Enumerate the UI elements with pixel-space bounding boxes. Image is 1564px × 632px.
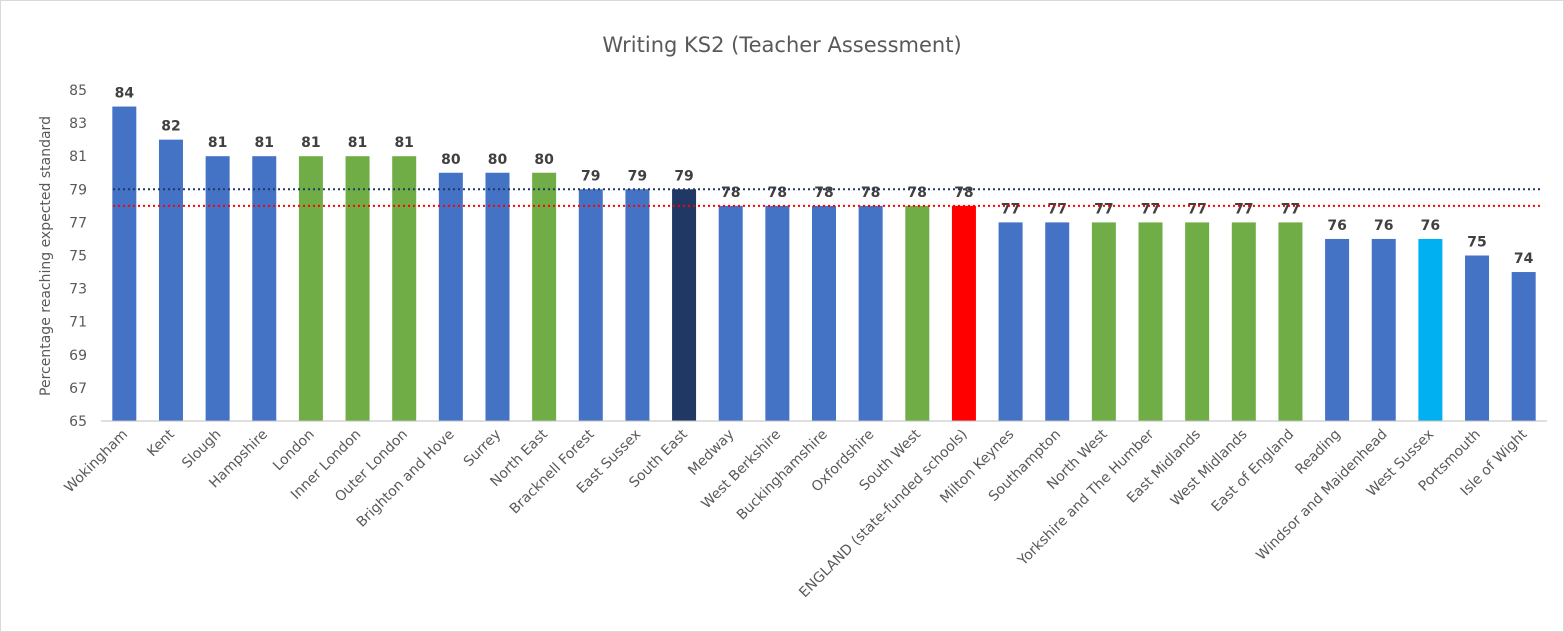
- bar: [532, 172, 557, 421]
- bar: [1231, 222, 1256, 421]
- bar: [672, 189, 697, 421]
- value-label: 80: [441, 152, 461, 168]
- bar: [578, 189, 603, 421]
- value-label: 81: [394, 135, 413, 151]
- value-label: 77: [1234, 201, 1253, 217]
- value-label: 78: [861, 185, 880, 201]
- bar: [112, 106, 137, 422]
- y-tick-label: 77: [69, 215, 87, 231]
- value-label: 78: [721, 185, 740, 201]
- value-label: 81: [255, 135, 274, 151]
- value-label: 77: [1001, 201, 1020, 217]
- value-label: 84: [115, 86, 135, 102]
- bar: [392, 156, 417, 421]
- y-tick-label: 75: [69, 249, 87, 265]
- y-tick-label: 69: [69, 348, 87, 364]
- bar: [1371, 238, 1396, 421]
- bar: [858, 205, 883, 421]
- bar: [1045, 222, 1070, 421]
- value-label: 82: [161, 119, 180, 135]
- value-label: 76: [1327, 218, 1346, 234]
- value-label: 80: [534, 152, 554, 168]
- bar: [905, 205, 930, 421]
- value-label: 79: [628, 168, 647, 184]
- value-label: 77: [1187, 201, 1206, 217]
- bar: [485, 172, 510, 421]
- value-label: 77: [1281, 201, 1300, 217]
- value-label: 81: [301, 135, 320, 151]
- value-label: 76: [1374, 218, 1393, 234]
- y-axis-label: Percentage reaching expected standard: [38, 116, 54, 396]
- value-label: 79: [581, 168, 600, 184]
- bar: [951, 205, 976, 421]
- value-label: 80: [488, 152, 508, 168]
- value-label: 78: [908, 185, 927, 201]
- value-label: 74: [1514, 251, 1534, 267]
- y-tick-label: 81: [69, 149, 87, 165]
- bar: [298, 156, 323, 421]
- value-label: 77: [1047, 201, 1066, 217]
- value-label: 77: [1141, 201, 1160, 217]
- y-tick-label: 85: [69, 83, 87, 99]
- value-label: 75: [1467, 235, 1486, 251]
- y-tick-label: 79: [69, 182, 87, 198]
- bar: [1418, 238, 1443, 421]
- value-label: 78: [954, 185, 973, 201]
- bar: [252, 156, 277, 421]
- value-label: 79: [674, 168, 693, 184]
- bar: [625, 189, 650, 421]
- bar: [765, 205, 790, 421]
- value-label: 76: [1421, 218, 1440, 234]
- y-tick-label: 67: [69, 381, 87, 397]
- bar: [1278, 222, 1303, 421]
- y-tick-label: 73: [69, 282, 87, 298]
- value-label: 78: [768, 185, 787, 201]
- value-label: 81: [348, 135, 367, 151]
- value-label: 77: [1094, 201, 1113, 217]
- bar: [1465, 255, 1490, 421]
- bar: [438, 172, 463, 421]
- y-tick-label: 83: [69, 116, 87, 132]
- bar: [1511, 272, 1536, 421]
- bar: [1091, 222, 1116, 421]
- bar: [345, 156, 370, 421]
- bar: [1138, 222, 1163, 421]
- y-tick-label: 65: [69, 414, 87, 430]
- bar: [1325, 238, 1350, 421]
- bar: [812, 205, 836, 421]
- value-label: 81: [208, 135, 227, 151]
- value-label: 78: [814, 185, 833, 201]
- bar: [205, 156, 230, 421]
- bar: [998, 222, 1023, 421]
- chart-title: Writing KS2 (Teacher Assessment): [602, 33, 961, 57]
- bar: [158, 139, 183, 421]
- y-tick-label: 71: [69, 315, 87, 331]
- bar: [718, 205, 743, 421]
- bar: [1185, 222, 1210, 421]
